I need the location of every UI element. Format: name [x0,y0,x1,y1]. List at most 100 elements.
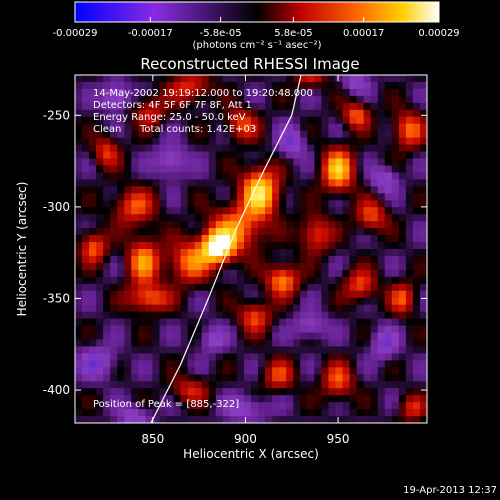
heatmap-cell [307,339,315,348]
heatmap-cell [356,109,365,118]
colorbar-tick-label: 0.00017 [343,28,384,39]
annotation-time: 14-May-2002 19:19:12.000 to 19:20:48.000 [93,88,313,99]
colorbar-tick-label: 5.8e-05 [274,28,312,39]
generation-date: 19-Apr-2013 12:37 [403,485,497,496]
heatmap-cell [363,95,372,104]
heatmap-cell [377,165,386,174]
heatmap-cell [187,346,196,354]
heatmap-cell [321,186,330,194]
heatmap-cell [103,207,111,215]
heatmap-cell [236,367,245,375]
heatmap-cell [103,165,111,174]
heatmap-cell [89,409,97,417]
heatmap-cell [96,151,104,160]
heatmap-cell [363,214,372,222]
heatmap-cell [314,242,322,250]
heatmap-cell [187,353,196,361]
heatmap-cell [110,123,118,132]
heatmap-cell [272,360,280,368]
heatmap-cell [349,179,358,187]
heatmap-cell [236,95,245,104]
heatmap-cell [215,214,224,222]
heatmap-cell [215,137,224,146]
heatmap-cell [384,235,393,243]
heatmap-cell [286,75,294,83]
heatmap-cell [138,186,146,194]
heatmap-cell [124,374,132,382]
heatmap-cell [384,276,393,285]
heatmap-cell [145,186,154,194]
heatmap-cell [194,123,203,132]
heatmap-cell [208,186,217,194]
heatmap-cell [75,179,83,187]
heatmap-cell [370,158,379,167]
heatmap-cell [124,360,132,368]
heatmap-cell [124,416,132,423]
heatmap-cell [131,95,139,104]
heatmap-cell [145,297,154,306]
heatmap-cell [251,235,259,243]
heatmap-cell [321,290,330,299]
heatmap-cell [131,346,139,354]
heatmap-cell [377,207,386,215]
heatmap-cell [370,409,379,417]
heatmap-cell [335,88,344,97]
heatmap-cell [328,75,337,83]
heatmap-cell [328,172,337,180]
heatmap-cell [138,318,146,327]
heatmap-cell [208,123,217,132]
heatmap-cell [300,395,308,403]
heatmap-cell [75,318,83,327]
heatmap-cell [145,242,154,250]
heatmap-cell [229,318,238,327]
heatmap-cell [131,186,139,194]
heatmap-cell [89,416,97,423]
heatmap-cell [286,360,294,368]
heatmap-cell [145,123,154,132]
heatmap-cell [82,221,90,229]
heatmap-cell [131,276,139,285]
heatmap-cell [138,395,146,403]
heatmap-cell [307,130,315,139]
heatmap-cell [187,102,196,111]
heatmap-cell [166,262,175,271]
heatmap-cell [342,367,351,375]
heatmap-cell [279,242,287,250]
heatmap-cell [370,283,379,292]
heatmap-cell [412,297,421,306]
heatmap-cell [110,318,118,327]
heatmap-cell [173,311,182,320]
heatmap-cell [427,165,435,173]
heatmap-cell [145,367,154,375]
heatmap-cell [321,137,330,146]
heatmap-cell [384,402,393,410]
heatmap-cell [173,297,182,306]
heatmap-cell [229,276,238,285]
heatmap-cell [419,311,427,320]
heatmap-cell [412,255,421,264]
heatmap-cell [187,109,196,118]
heatmap-cell [321,388,330,396]
heatmap-cell [335,367,344,375]
heatmap-cell [314,311,322,320]
heatmap-cell [356,81,365,90]
heatmap-cell [251,304,259,313]
heatmap-cell [75,151,83,160]
heatmap-cell [419,395,427,403]
heatmap-cell [363,367,372,375]
heatmap-cell [307,193,315,201]
heatmap-cell [391,346,400,354]
heatmap-cell [419,339,427,348]
heatmap-cell [286,339,294,348]
heatmap-cell [208,325,217,334]
heatmap-cell [152,123,161,132]
heatmap-cell [236,255,245,264]
heatmap-cell [384,221,393,229]
heatmap-cell [89,200,97,208]
heatmap-cell [243,402,252,410]
heatmap-cell [131,325,139,334]
heatmap-cell [377,416,386,423]
heatmap-cell [236,242,245,250]
heatmap-cell [427,145,435,153]
heatmap-cell [251,249,259,257]
